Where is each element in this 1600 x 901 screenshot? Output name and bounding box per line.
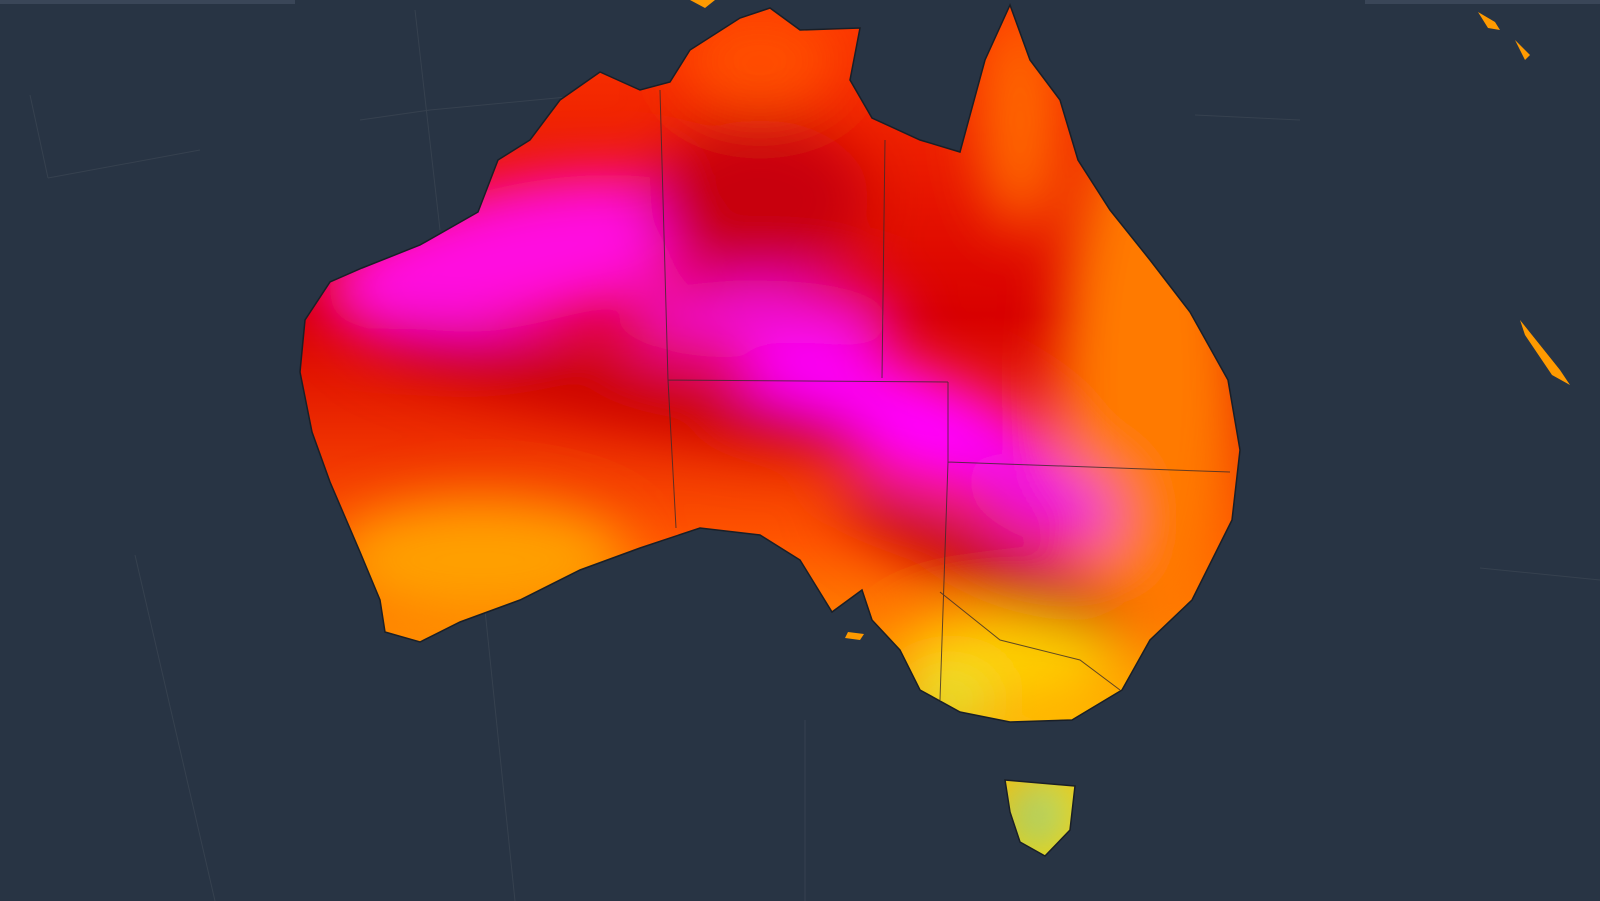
top-bar-left — [0, 0, 295, 4]
state-borders — [659, 89, 1231, 701]
graticule — [29, 9, 1600, 901]
islands — [690, 0, 1570, 640]
australia-heat-field — [300, 5, 1240, 856]
top-bar-right — [1365, 0, 1600, 4]
coastline — [299, 4, 1241, 857]
